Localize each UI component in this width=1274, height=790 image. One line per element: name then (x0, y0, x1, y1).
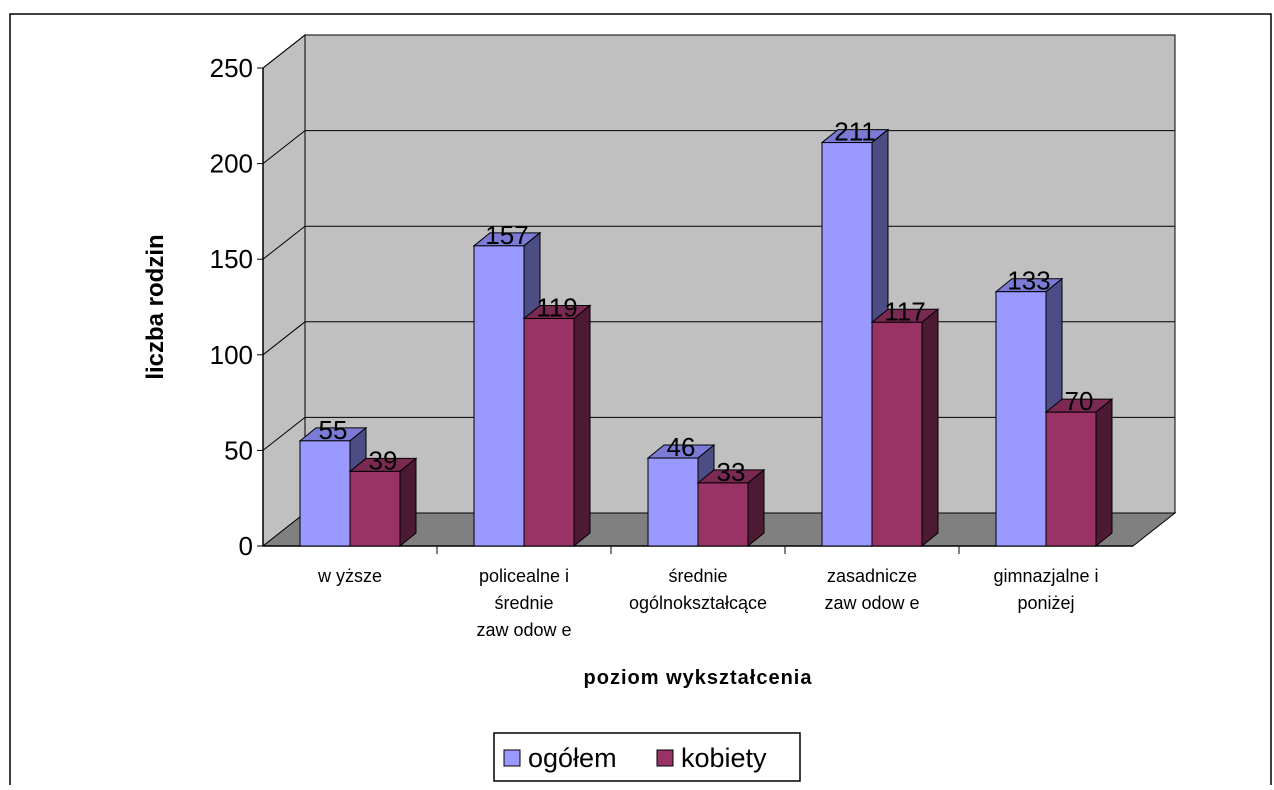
bar-kobiety (1044, 398, 1114, 548)
bar-front (473, 245, 525, 547)
data-label: 133 (1007, 266, 1050, 296)
x-tick-label: poniżej (1017, 593, 1074, 613)
bar-front (1045, 411, 1097, 547)
data-label: 119 (536, 292, 577, 322)
x-tick-label: w yższe (317, 566, 382, 586)
x-tick-label: policealne i (479, 566, 569, 586)
side-wall (262, 33, 306, 548)
legend-label: ogółem (528, 743, 617, 773)
legend-label: kobiety (681, 743, 767, 773)
bar-kobiety (870, 308, 940, 548)
bar-front (349, 470, 401, 547)
bar-kobiety (522, 304, 592, 548)
data-label: 157 (485, 220, 528, 250)
bar-front (299, 440, 351, 547)
bar-side (747, 468, 765, 548)
gridline (262, 34, 1175, 69)
x-tick-label: średnie (494, 593, 553, 613)
bar-front (821, 142, 873, 547)
x-tick-label: ogólnokształcące (629, 593, 767, 613)
bar-front (697, 482, 749, 547)
y-tick-label: 0 (239, 531, 253, 561)
x-tick-label: zaw odow e (824, 593, 919, 613)
data-label: 117 (884, 296, 925, 326)
bar-front (995, 291, 1047, 547)
bar-kobiety (348, 457, 418, 548)
data-label: 39 (369, 445, 398, 475)
legend-box (493, 732, 801, 782)
y-axis-title: liczba rodzin (142, 234, 169, 379)
bar-side (399, 457, 417, 548)
y-tick-label: 150 (210, 244, 253, 274)
legend-swatch (656, 749, 674, 767)
bar-side (1095, 398, 1113, 548)
y-tick-label: 200 (210, 149, 253, 179)
x-axis-title: poziom wykształcenia (584, 667, 813, 689)
legend: ogółem kobiety (493, 732, 801, 782)
y-tick-label: 250 (210, 53, 253, 83)
data-label: 33 (717, 457, 746, 487)
x-tick-label: zasadnicze (827, 566, 917, 586)
x-tick-label: zaw odow e (476, 620, 571, 640)
x-tick-label: gimnazjalne i (993, 566, 1098, 586)
chart-frame (9, 13, 1272, 785)
legend-swatch (503, 749, 521, 767)
x-tick-label: średnie (668, 566, 727, 586)
bar-kobiety (696, 468, 766, 548)
bar-side (573, 304, 591, 548)
bar-side (921, 308, 939, 548)
bar-front (647, 457, 699, 547)
data-label: 70 (1065, 386, 1094, 416)
y-tick-label: 50 (224, 435, 253, 465)
y-tick-label: 100 (210, 340, 253, 370)
data-label: 211 (834, 117, 875, 147)
data-label: 46 (667, 432, 696, 462)
bar-front (871, 321, 923, 547)
bar-front (523, 317, 575, 547)
data-label: 55 (319, 415, 348, 445)
